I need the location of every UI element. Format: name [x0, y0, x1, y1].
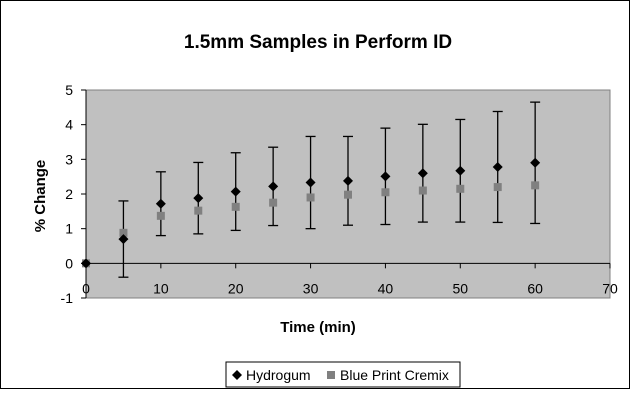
hydrogum-point — [230, 186, 241, 197]
legend-label: Hydrogum — [246, 367, 311, 383]
legend-marker-square-icon — [327, 371, 335, 379]
y-tick-label: 1 — [65, 221, 73, 237]
legend-marker-diamond-icon — [232, 370, 242, 380]
hydrogum-point — [455, 165, 466, 176]
y-tick-label: -1 — [61, 290, 74, 306]
x-tick-label: 70 — [602, 280, 618, 296]
legend-items: Hydrogum Blue Print Cremix — [232, 367, 449, 383]
hydrogum-point — [193, 193, 204, 204]
chart-title: 1.5mm Samples in Perform ID — [184, 32, 452, 53]
legend-label: Blue Print Cremix — [340, 367, 449, 383]
hydrogum-point — [530, 157, 541, 168]
cremix-point — [194, 206, 203, 215]
hydrogum-point — [155, 198, 166, 209]
y-tick-label: 3 — [65, 151, 73, 167]
y-tick-label: 2 — [65, 186, 73, 202]
hydrogum-point — [118, 234, 129, 245]
x-tick-label: 20 — [228, 280, 244, 296]
y-tick-label: 4 — [65, 117, 73, 133]
y-tick-label: 5 — [65, 82, 73, 98]
x-tick-label: 40 — [378, 280, 394, 296]
cremix-point — [231, 202, 240, 211]
cremix-point — [381, 188, 390, 197]
legend: Hydrogum Blue Print Cremix — [225, 361, 461, 388]
hydrogum-point — [81, 258, 91, 269]
cremix-point — [156, 211, 165, 220]
cremix-point — [269, 198, 278, 207]
cremix-point — [418, 186, 427, 195]
y-tick-label: 0 — [65, 255, 73, 271]
x-tick-label: 60 — [527, 280, 543, 296]
cremix-point — [531, 181, 540, 190]
data-marks — [81, 157, 541, 269]
y-axis-label: % Change — [32, 160, 49, 233]
hydrogum-point — [492, 161, 503, 172]
cremix-point — [119, 228, 128, 237]
hydrogum-point — [380, 171, 391, 182]
hydrogum-point — [305, 177, 316, 188]
cremix-point — [493, 183, 502, 192]
legend-box — [225, 361, 461, 388]
x-tick-label: 0 — [82, 280, 90, 296]
cremix-point — [344, 190, 352, 199]
hydrogum-point — [268, 181, 279, 192]
x-tick-label: 30 — [303, 280, 319, 296]
x-tick-label: 10 — [153, 280, 169, 296]
cremix-point — [306, 193, 315, 202]
hydrogum-point — [417, 168, 428, 179]
hydrogum-point — [343, 175, 353, 186]
x-axis-label: Time (min) — [280, 319, 356, 336]
cremix-point — [456, 184, 465, 193]
x-tick-label: 50 — [452, 280, 468, 296]
